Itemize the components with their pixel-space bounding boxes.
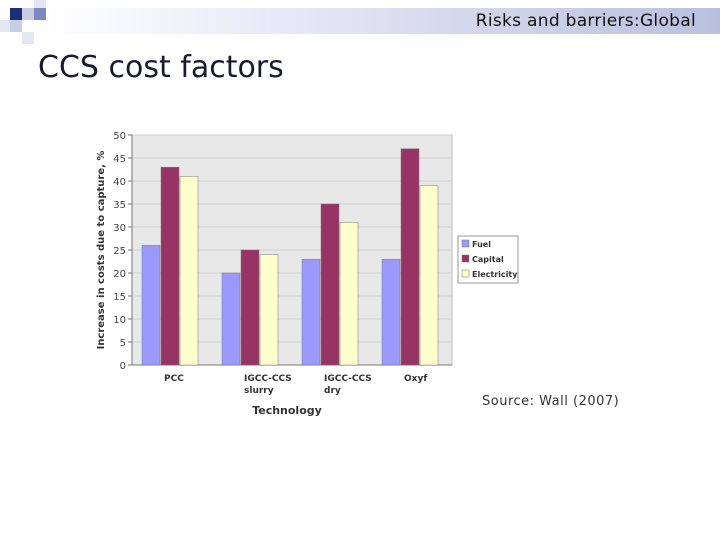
bar-electricity	[419, 185, 439, 366]
y-tick-label: 35	[113, 200, 126, 211]
y-tick-label: 40	[113, 177, 126, 188]
deco-square	[10, 20, 22, 32]
legend-swatch	[461, 239, 470, 248]
bar-electricity	[179, 176, 199, 366]
y-tick-label: 0	[120, 361, 126, 372]
y-tick-label: 20	[113, 269, 126, 280]
bar-electricity	[339, 222, 359, 366]
deco-square	[34, 0, 46, 8]
x-tick-label: IGCC-CCS	[324, 374, 372, 384]
y-tick-label: 25	[113, 246, 126, 257]
legend-swatch	[461, 254, 470, 263]
header-bar	[48, 8, 720, 34]
source-note: Source: Wall (2007)	[482, 394, 620, 409]
deco-square	[0, 20, 10, 32]
bar-fuel	[381, 258, 401, 366]
bar-fuel	[141, 245, 161, 366]
x-tick-label: PCC	[164, 374, 184, 384]
bar-electricity	[259, 254, 279, 366]
bar-fuel	[301, 258, 321, 366]
legend-swatch	[461, 269, 470, 278]
bar-fuel	[221, 272, 241, 366]
x-tick-label: slurry	[244, 386, 274, 396]
deco-square	[10, 8, 22, 20]
x-tick-label: dry	[324, 386, 341, 396]
legend-label: Electricity	[472, 270, 518, 279]
deco-square	[34, 8, 46, 20]
bar-capital	[320, 203, 340, 366]
x-tick-label: Oxyf	[404, 374, 427, 384]
y-tick-label: 15	[113, 292, 126, 303]
slide-title: CCS cost factors	[38, 50, 284, 85]
x-tick-label: IGCC-CCS	[244, 374, 292, 384]
legend-label: Capital	[472, 255, 504, 264]
y-tick-label: 50	[113, 131, 126, 142]
y-tick-label: 30	[113, 223, 126, 234]
deco-square	[22, 32, 34, 44]
bar-capital	[160, 166, 180, 366]
x-axis-label: Technology	[252, 404, 322, 417]
deco-square	[22, 20, 34, 32]
y-tick-label: 10	[113, 315, 126, 326]
legend-label: Fuel	[472, 240, 491, 249]
y-axis-label: Increase in costs due to capture, %	[96, 151, 107, 350]
y-tick-label: 5	[120, 338, 126, 349]
bar-capital	[400, 148, 420, 366]
section-title: Risks and barriers:Global	[475, 11, 696, 31]
deco-square	[22, 8, 34, 20]
bar-capital	[240, 249, 260, 366]
y-tick-label: 45	[113, 154, 126, 165]
